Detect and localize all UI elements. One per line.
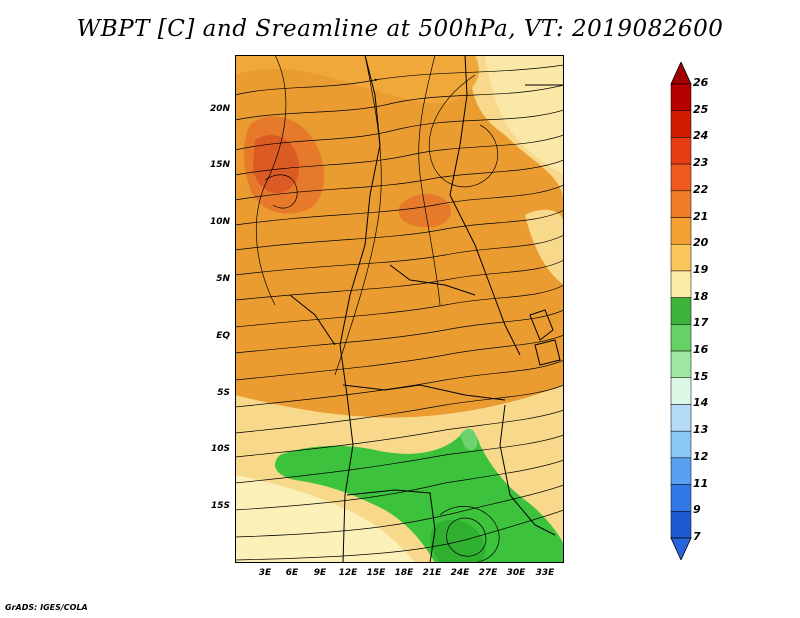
lat-label: 5N xyxy=(216,274,230,284)
field-hot-zone-central xyxy=(398,193,451,228)
colorbar-label: 9 xyxy=(693,503,701,517)
colorbar-swatch xyxy=(670,163,692,192)
lon-label: 33E xyxy=(535,568,555,578)
colorbar xyxy=(670,62,692,560)
colorbar-top-arrow xyxy=(670,62,692,85)
colorbar-swatch xyxy=(670,404,692,432)
streamlines xyxy=(235,55,564,563)
map-panel xyxy=(235,55,564,563)
lon-label: 30E xyxy=(506,568,526,578)
lon-label: 9E xyxy=(313,568,327,578)
colorbar-label: 24 xyxy=(693,129,709,143)
colorbar-label: 7 xyxy=(693,530,701,543)
lat-label: 10N xyxy=(209,217,230,227)
field-cool-east xyxy=(525,209,564,285)
country-borders xyxy=(289,55,564,563)
lat-label: 20N xyxy=(209,104,230,114)
lon-label: 21E xyxy=(422,568,442,578)
field-south-cool xyxy=(235,475,415,563)
lat-label: 15N xyxy=(209,160,230,170)
colorbar-label: 22 xyxy=(693,182,709,196)
chart-title: WBPT [C] and Sreamline at 500hPa, VT: 20… xyxy=(76,16,724,42)
colorbar-swatch xyxy=(670,430,692,459)
colorbar-swatch xyxy=(670,457,692,485)
colorbar-label: 16 xyxy=(693,343,709,357)
colorbar-swatch xyxy=(670,324,692,352)
colorbar-swatch xyxy=(670,137,692,165)
lon-label: 12E xyxy=(338,568,358,578)
colorbar-label: 25 xyxy=(693,102,709,116)
field-green-band xyxy=(275,431,564,563)
colorbar-label: 13 xyxy=(693,423,709,437)
lon-label: 6E xyxy=(285,568,299,578)
colorbar-label: 23 xyxy=(693,156,709,170)
lat-label: 15S xyxy=(210,501,230,511)
lon-label: 3E xyxy=(258,568,272,578)
colorbar-label: 17 xyxy=(693,316,709,330)
field-hot-zone-west-core xyxy=(253,135,300,194)
colorbar-label: 14 xyxy=(693,396,709,410)
colorbar-label: 26 xyxy=(693,76,709,89)
colorbar-swatch xyxy=(670,243,692,272)
colorbar-label: 20 xyxy=(693,236,709,250)
colorbar-swatch xyxy=(670,190,692,218)
colorbar-swatch xyxy=(670,83,692,111)
colorbar-label: 11 xyxy=(693,476,709,490)
lat-label: 5S xyxy=(217,388,230,398)
colorbar-swatch xyxy=(670,270,692,298)
field-green-light xyxy=(460,428,478,451)
lon-label: 18E xyxy=(394,568,414,578)
colorbar-swatch xyxy=(670,217,692,245)
colorbar-swatch xyxy=(670,297,692,325)
colorbar-label: 21 xyxy=(693,209,709,223)
field-warm-north xyxy=(235,55,479,104)
colorbar-label: 15 xyxy=(693,369,709,383)
lon-label: 27E xyxy=(478,568,498,578)
colorbar-label: 19 xyxy=(693,262,709,276)
colorbar-label: 12 xyxy=(693,449,709,463)
lat-label: EQ xyxy=(216,331,230,341)
colorbar-swatch xyxy=(670,484,692,512)
lat-label: 10S xyxy=(210,444,230,454)
colorbar-swatch xyxy=(670,377,692,405)
colorbar-swatch xyxy=(670,350,692,379)
colorbar-label: 18 xyxy=(693,289,709,303)
lon-label: 24E xyxy=(450,568,470,578)
colorbar-bottom-arrow xyxy=(670,537,692,560)
footer-credit: GrADS: IGES/COLA xyxy=(5,603,88,612)
lon-label: 15E xyxy=(366,568,386,578)
map-border xyxy=(235,55,564,563)
colorbar-swatch xyxy=(670,110,692,138)
colorbar-swatch xyxy=(670,511,692,539)
